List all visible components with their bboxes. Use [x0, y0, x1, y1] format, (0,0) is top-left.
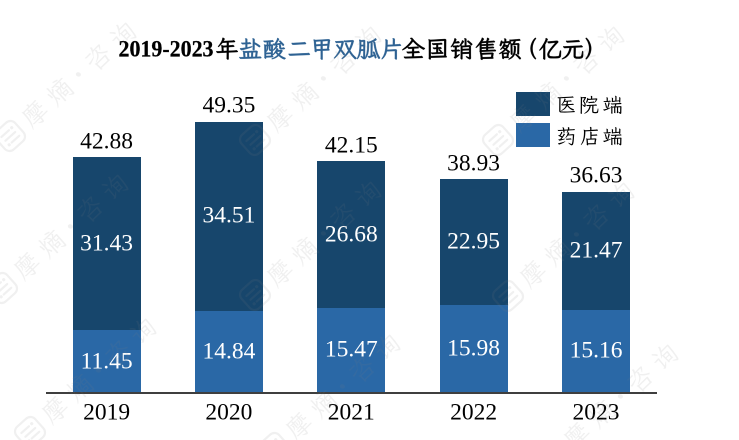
bar-segment-bottom — [72, 330, 141, 393]
value-label-top-segment: 22.95 — [447, 228, 501, 255]
watermark-logo — [0, 271, 19, 305]
x-axis-label: 2021 — [327, 398, 375, 425]
x-axis-label: 2019 — [83, 398, 131, 425]
legend-swatch-pharmacy — [516, 123, 550, 147]
value-label-top-segment: 34.51 — [202, 202, 256, 229]
title-cjk-glyphs: 2019-2023 — [118, 36, 592, 62]
svg-text:2019-2023: 2019-2023 — [119, 36, 214, 62]
value-label-top-segment: 21.47 — [569, 236, 623, 263]
value-label-bottom-segment: 15.16 — [569, 337, 623, 364]
x-axis-label: 2020 — [205, 398, 253, 425]
watermark-logo — [238, 278, 272, 312]
total-label: 42.88 — [80, 128, 134, 155]
watermark-logo — [238, 123, 272, 157]
bar-segment-top — [562, 191, 630, 310]
bar-segment-bottom — [194, 311, 263, 393]
bar-segment-bottom — [439, 305, 508, 393]
watermark-logo — [257, 431, 291, 440]
value-label-bottom-segment: 15.47 — [324, 336, 378, 363]
bar-segment-top — [439, 178, 508, 306]
bar-segment-top — [194, 121, 263, 312]
bar-segment-bottom — [317, 307, 386, 393]
value-label-bottom-segment: 14.84 — [202, 338, 256, 365]
value-label-top-segment: 26.68 — [324, 220, 378, 247]
watermark-logo — [0, 119, 27, 153]
total-label: 36.63 — [569, 162, 623, 189]
watermark-logo — [491, 279, 525, 313]
watermark-logo — [13, 415, 47, 440]
watermark-logo — [481, 123, 515, 157]
x-axis-line — [46, 392, 657, 394]
total-label: 42.15 — [324, 132, 378, 159]
bar-segment-bottom — [562, 309, 630, 393]
total-label: 49.35 — [202, 92, 256, 119]
value-label-bottom-segment: 15.98 — [447, 335, 501, 362]
total-label: 38.93 — [447, 149, 501, 176]
value-label-bottom-segment: 11.45 — [80, 347, 133, 374]
x-axis-label: 2022 — [450, 398, 498, 425]
value-label-top-segment: 31.43 — [80, 229, 134, 256]
